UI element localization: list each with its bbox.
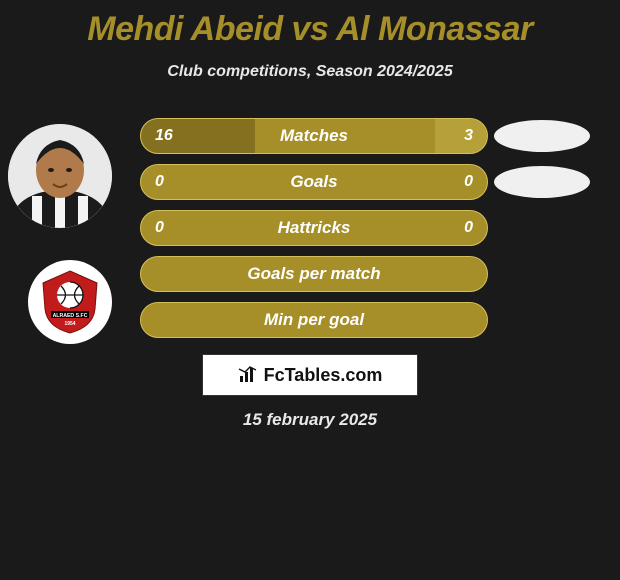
side-ellipse — [494, 120, 590, 152]
bar-label: Min per goal — [141, 310, 487, 330]
fctables-badge: FcTables.com — [202, 354, 418, 396]
svg-text:1954: 1954 — [64, 321, 75, 327]
stat-bar: Goals per match — [140, 256, 488, 292]
side-ellipse — [494, 166, 590, 198]
bar-label: Hattricks — [141, 218, 487, 238]
bar-right-segment — [435, 119, 487, 153]
stat-bar: Min per goal — [140, 302, 488, 338]
stat-bars: Matches163Goals00Hattricks00Goals per ma… — [140, 118, 488, 348]
bar-value-right: 3 — [464, 127, 473, 145]
date-text: 15 february 2025 — [0, 410, 620, 430]
bar-label: Goals per match — [141, 264, 487, 284]
bar-value-left: 0 — [155, 173, 164, 191]
stat-bar: Goals0 0 — [140, 164, 488, 200]
bar-value-left: 0 — [155, 219, 164, 237]
bar-value-left: 16 — [155, 127, 173, 145]
bar-value-right: 0 — [464, 173, 473, 191]
player-head-icon — [8, 124, 112, 228]
badge-text: FcTables.com — [264, 365, 383, 386]
stat-bar: Matches163 — [140, 118, 488, 154]
page-title: Mehdi Abeid vs Al Monassar — [0, 0, 620, 49]
bar-value-right: 0 — [464, 219, 473, 237]
player-avatar — [8, 124, 112, 228]
subtitle: Club competitions, Season 2024/2025 — [0, 63, 620, 81]
club-avatar: ALRAED S.FC 1954 — [28, 260, 112, 344]
bar-label: Goals — [141, 172, 487, 192]
svg-text:ALRAED S.FC: ALRAED S.FC — [53, 313, 88, 319]
stat-bar: Hattricks0 0 — [140, 210, 488, 246]
club-crest-icon: ALRAED S.FC 1954 — [35, 267, 105, 337]
bar-chart-icon — [238, 366, 258, 384]
